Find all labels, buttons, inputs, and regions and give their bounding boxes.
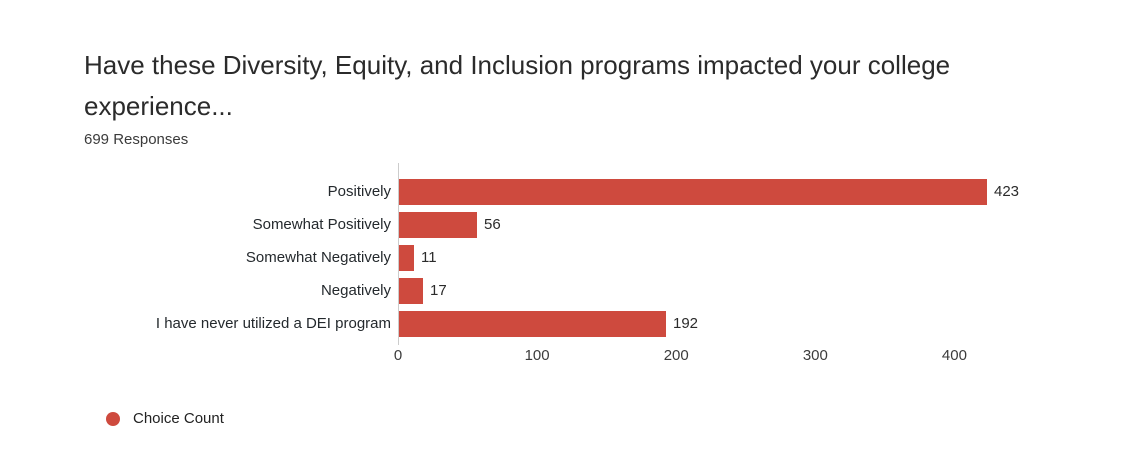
bar-track: 192: [399, 307, 1084, 340]
y-axis-line: [398, 163, 399, 345]
bar[interactable]: [399, 211, 477, 238]
bar-rows: Positively 423 Somewhat Positively 56 Somewh…: [84, 163, 1084, 340]
bar[interactable]: [399, 310, 666, 337]
value-label: 192: [673, 315, 699, 332]
bar[interactable]: [399, 244, 414, 271]
category-label: Positively: [327, 183, 391, 200]
x-tick-label: 300: [802, 347, 828, 364]
bar-row: Somewhat Positively 56: [84, 208, 1084, 241]
bar-track: 56: [399, 208, 1084, 241]
x-tick-label: 100: [524, 347, 550, 364]
x-tick-label: 400: [941, 347, 967, 364]
bar[interactable]: [399, 178, 987, 205]
page-title: Have these Diversity, Equity, and Inclus…: [84, 50, 951, 121]
bar-row: Positively 423: [84, 175, 1084, 208]
bar[interactable]: [399, 277, 423, 304]
bar-row: I have never utilized a DEI program 192: [84, 307, 1084, 340]
bar-track: 423: [399, 175, 1084, 208]
value-label: 423: [994, 183, 1020, 200]
legend-item-choice-count[interactable]: Choice Count: [106, 410, 224, 427]
bar-track: 17: [399, 274, 1084, 307]
value-label: 17: [430, 282, 447, 299]
value-label: 11: [421, 249, 437, 266]
x-tick-label: 200: [663, 347, 689, 364]
response-count: 699 Responses: [84, 131, 189, 148]
bar-chart: Positively 423 Somewhat Positively 56 Somewh…: [84, 163, 1084, 367]
bar-row: Negatively 17: [84, 274, 1084, 307]
legend-marker-icon: [106, 411, 120, 426]
bar-row: Somewhat Negatively 11: [84, 241, 1084, 274]
bar-track: 11: [399, 241, 1084, 274]
x-axis-ticks: 0 100 200 300 400: [394, 347, 1084, 367]
x-tick-label: 0: [393, 347, 403, 364]
category-label: Somewhat Positively: [252, 216, 391, 233]
value-label: 56: [484, 216, 501, 233]
category-label: Negatively: [320, 282, 391, 299]
category-label: Somewhat Negatively: [245, 249, 391, 266]
legend-label: Choice Count: [133, 410, 224, 427]
category-label: I have never utilized a DEI program: [155, 315, 391, 332]
